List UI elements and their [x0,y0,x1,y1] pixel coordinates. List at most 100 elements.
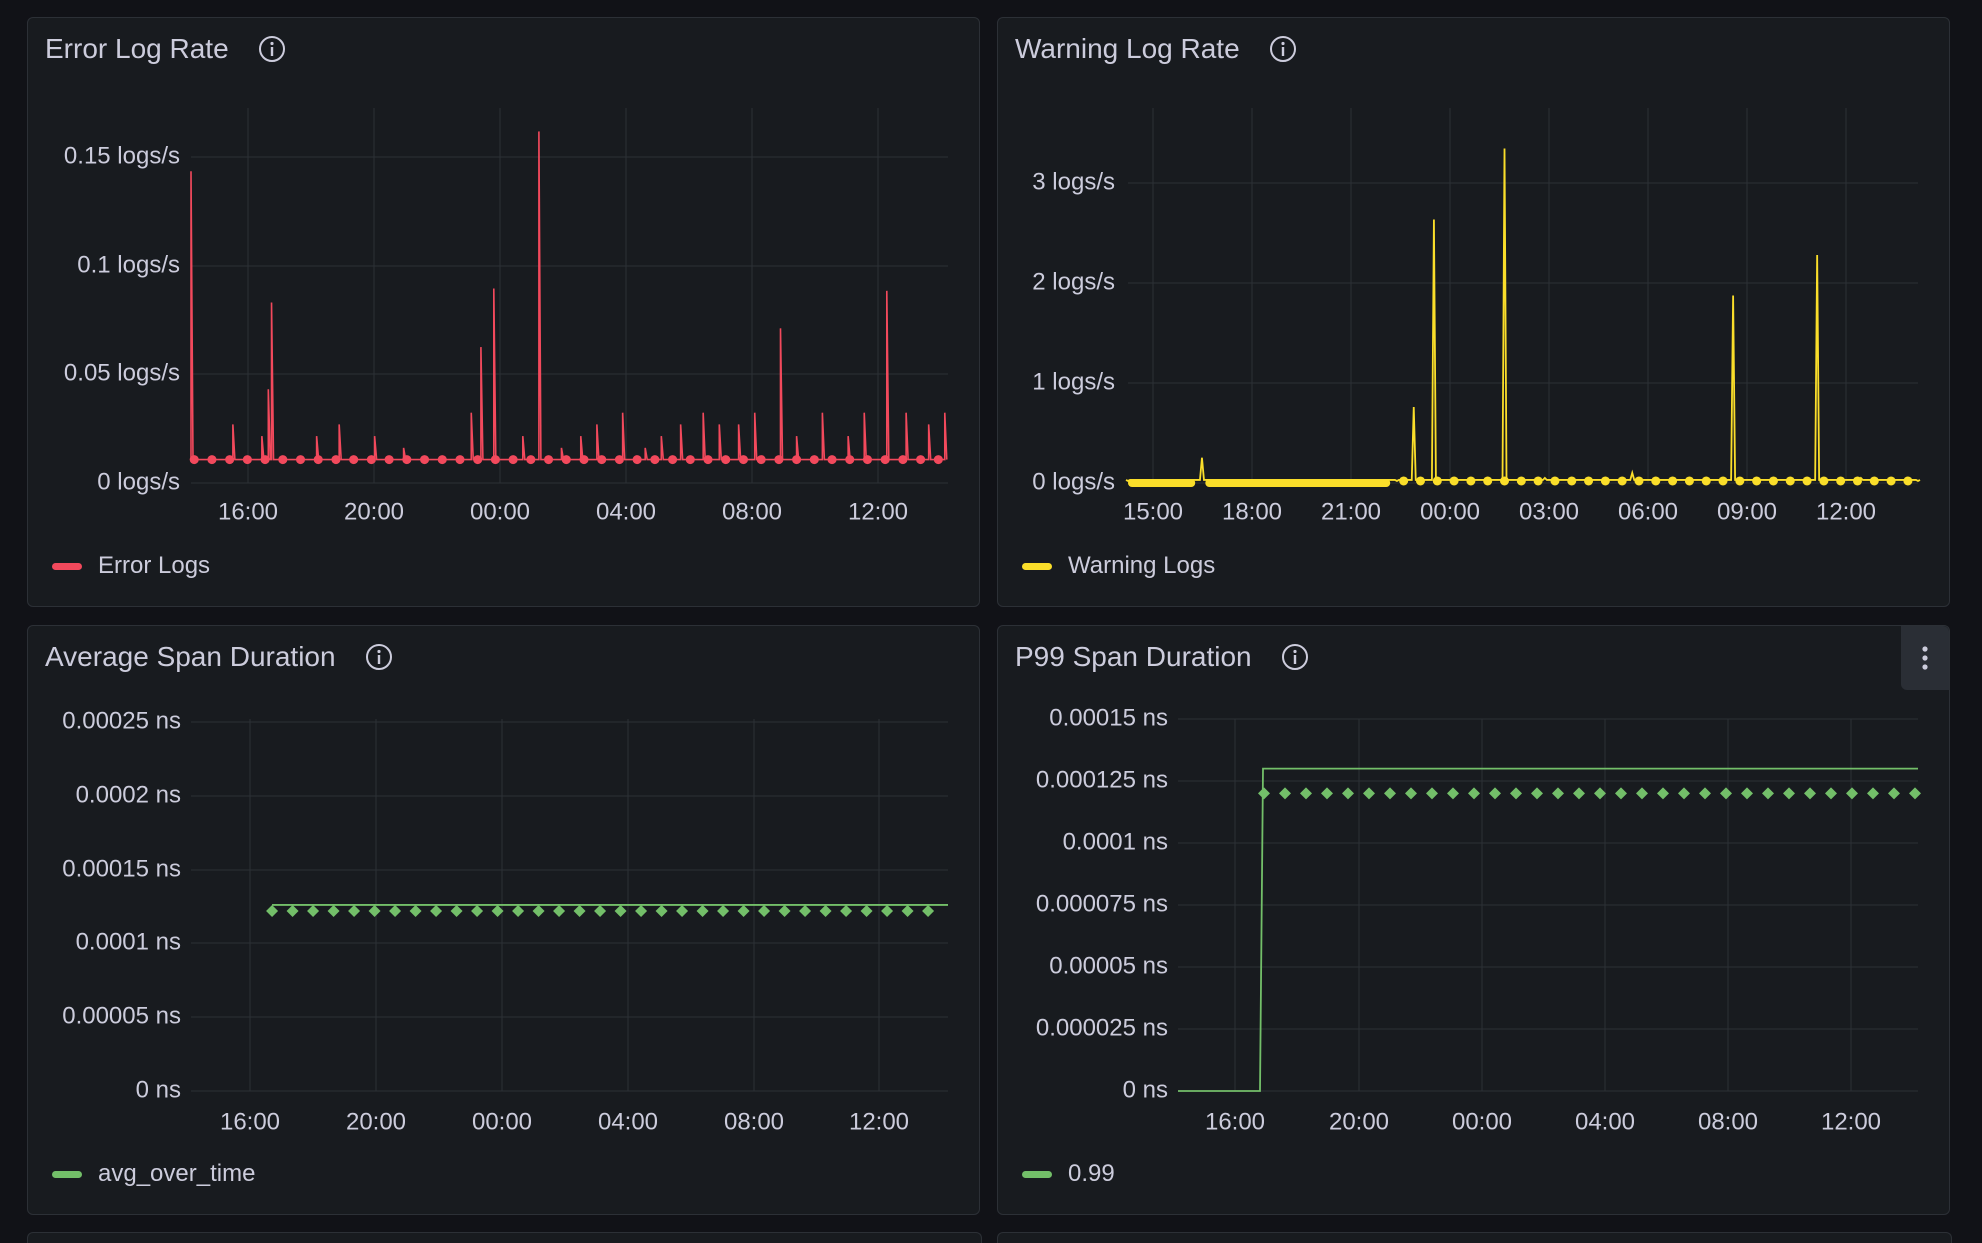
data-point [1447,787,1459,800]
data-point [1701,476,1711,486]
data-point [225,455,235,465]
data-point [1573,787,1585,800]
x-tick-label: 20:00 [344,498,404,525]
y-tick-label: 0.00025 ns [62,707,181,734]
data-point [1449,476,1459,486]
panel-warning-log-rate[interactable]: Warning Log Rate 0 logs/s 1 logs/s 2 logs/… [997,17,1950,607]
x-tick-label: 18:00 [1222,498,1282,525]
y-tick-label: 0.00005 ns [62,1002,181,1029]
data-point [508,455,518,465]
data-point [1825,787,1837,800]
legend-swatch [52,562,82,570]
x-tick-label: 00:00 [1452,1108,1512,1135]
data-point [1636,787,1648,800]
info-icon[interactable] [1268,34,1298,64]
data-point [471,904,484,917]
info-icon[interactable] [257,34,287,64]
dense-points [1205,479,1391,487]
legend-item[interactable]: 0.99 [1022,1160,1115,1188]
data-point [1342,787,1354,800]
data-point [650,455,660,465]
x-tick-label: 16:00 [220,1108,280,1135]
data-point [307,904,320,917]
data-point [1500,476,1510,486]
y-tick-label: 0 ns [1123,1076,1168,1103]
data-point [840,904,853,917]
error-log-rate-chart[interactable]: 0 logs/s 0.05 logs/s 0.1 logs/s 0.15 logs/s… [28,18,981,608]
x-tick-label: 04:00 [1575,1108,1635,1135]
data-point [721,455,731,465]
data-point [1720,787,1732,800]
data-point [1405,787,1417,800]
y-tick-label: 0.00015 ns [1049,704,1168,731]
y-tick-label: 0 logs/s [97,468,180,495]
series-line [190,131,948,461]
data-point [1584,476,1594,486]
data-point [1886,476,1896,486]
y-tick-label: 0.0001 ns [1063,828,1168,855]
data-point [1600,476,1610,486]
panel-title: Warning Log Rate [1015,33,1298,65]
panel-error-log-rate[interactable]: Error Log Rate 0 logs/s 0.05 logs/s 0.1 lo… [27,17,980,607]
data-point [512,904,525,917]
data-point [597,455,607,465]
data-point [1567,476,1577,486]
panel-p99-span-duration[interactable]: P99 Span Duration 0 ns 0.000025 ns 0.00005… [997,625,1950,1215]
data-point [809,455,819,465]
y-tick-label: 0 logs/s [1032,468,1115,495]
vertical-dots-icon [1922,646,1928,670]
data-point [331,455,341,465]
x-tick-label: 12:00 [1821,1108,1881,1135]
data-point [1804,787,1816,800]
panel-menu-button[interactable] [1901,626,1949,690]
x-tick-label: 00:00 [1420,498,1480,525]
data-point [1846,787,1858,800]
x-tick-label: 12:00 [1816,498,1876,525]
y-tick-label: 0.000025 ns [1036,1014,1168,1041]
data-point [1466,476,1476,486]
data-point [1684,476,1694,486]
data-point [579,455,589,465]
average-span-duration-chart[interactable]: 0 ns 0.00005 ns 0.0001 ns 0.00015 ns 0.0002 … [28,626,981,1216]
data-point [1785,476,1795,486]
data-point [635,904,648,917]
data-point [696,904,709,917]
data-point [1279,787,1291,800]
data-point [881,904,894,917]
data-point [1735,476,1745,486]
data-point [1531,787,1543,800]
p99-span-duration-chart[interactable]: 0 ns 0.000025 ns 0.00005 ns 0.000075 ns 0.00… [998,626,1951,1216]
data-point [1903,476,1913,486]
panel-stub [27,1232,982,1243]
data-point [366,455,376,465]
data-point [792,455,802,465]
data-point [1852,476,1862,486]
data-point [1718,476,1728,486]
data-point [450,904,463,917]
data-point [1550,476,1560,486]
warning-log-rate-chart[interactable]: 0 logs/s 1 logs/s 2 logs/s 3 logs/s 15:00 18:… [998,18,1951,608]
series-line [1178,767,1918,1092]
y-tick-label: 0.000125 ns [1036,766,1168,793]
data-point [1594,787,1606,800]
data-point [1258,787,1270,800]
legend-item[interactable]: avg_over_time [52,1160,255,1188]
data-point [1768,476,1778,486]
x-tick-label: 00:00 [472,1108,532,1135]
info-icon[interactable] [1280,642,1310,672]
legend-item[interactable]: Warning Logs [1022,552,1215,580]
data-point [703,455,713,465]
data-point [676,904,689,917]
x-tick-label: 15:00 [1123,498,1183,525]
data-point [1699,787,1711,800]
legend-item[interactable]: Error Logs [52,552,210,580]
data-point [1533,476,1543,486]
data-point [260,455,270,465]
data-point [1657,787,1669,800]
panel-average-span-duration[interactable]: Average Span Duration 0 ns 0.00005 ns 0.00… [27,625,980,1215]
x-tick-label: 12:00 [848,498,908,525]
y-tick-label: 0.1 logs/s [77,251,180,278]
panel-title: P99 Span Duration [1015,641,1310,673]
info-icon[interactable] [364,642,394,672]
data-point [799,904,812,917]
